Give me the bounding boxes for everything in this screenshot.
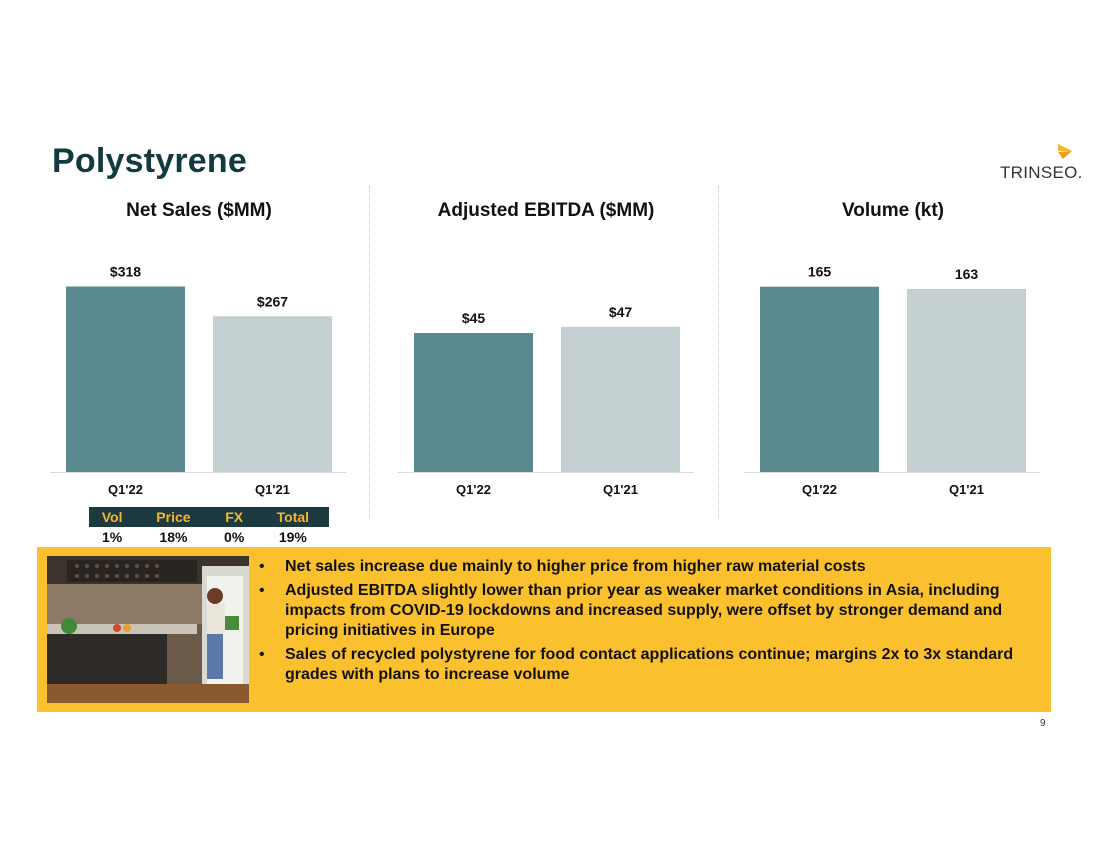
chart-title-net-sales: Net Sales ($MM)	[126, 200, 272, 221]
bar-current	[760, 286, 879, 472]
kitchen-photo	[47, 556, 249, 703]
chart-divider	[718, 186, 719, 518]
bullet-text: Net sales increase due mainly to higher …	[285, 558, 866, 575]
bullet-marker: •	[259, 582, 265, 599]
logo-chevron-icon	[1058, 144, 1072, 159]
kitchen-photo-illustration	[47, 556, 249, 703]
adjusted-ebitda-chart: $45 Q1'22 $47 Q1'21	[398, 304, 694, 497]
bar-prior	[907, 288, 1026, 472]
bar-value-label: $45	[462, 310, 486, 326]
page-title: Polystyrene	[52, 142, 247, 180]
bullet-text: Adjusted EBITDA slightly lower than prio…	[285, 582, 1003, 639]
bar-current	[66, 286, 185, 472]
category-label: Q1'22	[456, 482, 491, 497]
bridge-header-total: Total	[256, 507, 329, 527]
logo-text: TRINSEO.	[1000, 163, 1083, 182]
bar-prior	[561, 326, 680, 472]
bridge-value-price: 18%	[159, 529, 188, 545]
page-number: 9	[1040, 718, 1046, 729]
bullet-marker: •	[259, 558, 265, 575]
category-label: Q1'21	[255, 482, 290, 497]
bar-current	[414, 333, 533, 472]
bullet-item: • Adjusted EBITDA slightly lower than pri…	[257, 581, 1047, 641]
bridge-value-fx: 0%	[224, 529, 245, 545]
bridge-value-vol: 1%	[102, 529, 123, 545]
bridge-header-vol: Vol	[89, 507, 136, 527]
commentary-bullets: • Net sales increase due mainly to higher…	[257, 557, 1047, 689]
bar-value-label: $318	[110, 264, 141, 280]
category-label: Q1'21	[603, 482, 638, 497]
bullet-item: • Net sales increase due mainly to higher…	[257, 557, 1047, 577]
bar-value-label: 163	[955, 266, 979, 282]
bullet-marker: •	[259, 646, 265, 663]
chart-title-adjusted-ebitda: Adjusted EBITDA ($MM)	[437, 200, 655, 221]
bar-value-label: 165	[808, 264, 832, 280]
net-sales-chart: $318 Q1'22 $267 Q1'21	[50, 264, 346, 497]
bullet-text: Sales of recycled polystyrene for food c…	[285, 646, 1014, 683]
trinseo-logo: TRINSEO.	[998, 143, 1082, 185]
category-label: Q1'21	[949, 482, 984, 497]
category-label: Q1'22	[108, 482, 143, 497]
bar-value-label: $267	[257, 293, 288, 309]
commentary-panel: • Net sales increase due mainly to higher…	[37, 547, 1051, 712]
net-sales-bridge-table: Vol Price FX Total 1% 18% 0% 19%	[89, 507, 329, 547]
bullet-item: • Sales of recycled polystyrene for food …	[257, 645, 1047, 685]
chart-divider	[369, 186, 370, 518]
bridge-value-total: 19%	[278, 529, 307, 545]
bar-value-label: $47	[609, 304, 633, 320]
bridge-header-price: Price	[135, 507, 212, 527]
bridge-header-fx: FX	[211, 507, 257, 527]
category-label: Q1'22	[802, 482, 837, 497]
volume-chart: 165 Q1'22 163 Q1'21	[744, 264, 1040, 497]
chart-title-volume: Volume (kt)	[841, 200, 945, 221]
bar-prior	[213, 316, 332, 472]
